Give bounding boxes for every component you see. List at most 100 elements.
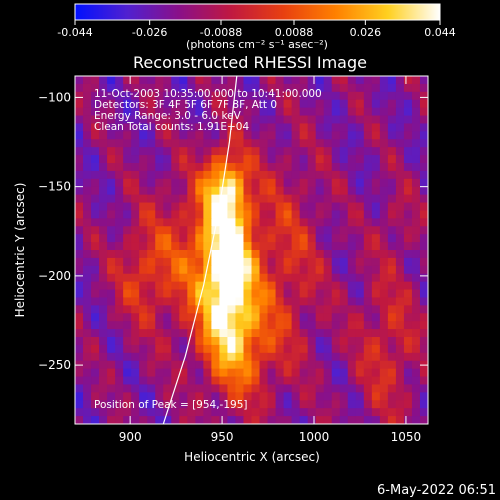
heatmap-cell	[243, 202, 253, 212]
heatmap-cell	[419, 416, 428, 424]
heatmap-cell	[139, 123, 148, 132]
heatmap-cell	[259, 170, 269, 180]
heatmap-cell	[371, 186, 381, 196]
heatmap-cell	[411, 368, 421, 378]
heatmap-cell	[411, 313, 421, 322]
heatmap-cell	[323, 305, 333, 314]
heatmap-cell	[147, 297, 156, 306]
heatmap-cell	[107, 99, 116, 109]
heatmap-cell	[83, 416, 92, 424]
heatmap-cell	[163, 91, 172, 101]
heatmap-cell	[307, 99, 317, 109]
heatmap-cell	[419, 226, 428, 235]
heatmap-cell	[131, 234, 140, 243]
heatmap-cell	[251, 384, 261, 393]
heatmap-cell	[339, 360, 349, 370]
heatmap-cell	[235, 297, 245, 306]
heatmap-cell	[419, 91, 428, 101]
heatmap-cell	[187, 202, 196, 212]
heatmap-cell	[411, 329, 421, 338]
heatmap-cell	[219, 360, 229, 370]
heatmap-cell	[419, 329, 428, 338]
heatmap-cell	[147, 147, 156, 156]
heatmap-cell	[91, 408, 100, 417]
time-range-annotation: 11-Oct-2003 10:35:00.000 to 10:41:00.000	[94, 88, 322, 100]
heatmap-cell	[371, 178, 381, 188]
heatmap-cell	[203, 392, 212, 401]
heatmap-cell	[387, 202, 397, 212]
heatmap-cell	[259, 400, 269, 409]
heatmap-cell	[379, 337, 389, 346]
heatmap-cell	[211, 202, 221, 212]
heatmap-cell	[187, 257, 196, 267]
heatmap-cell	[91, 115, 100, 125]
heatmap-cell	[99, 107, 108, 117]
heatmap-cell	[147, 281, 156, 291]
heatmap-cell	[395, 91, 405, 101]
heatmap-cell	[363, 352, 373, 362]
heatmap-cell	[115, 408, 124, 417]
heatmap-cell	[99, 234, 108, 243]
colorbar-tick-label: -0.026	[132, 26, 167, 39]
heatmap-cell	[339, 273, 349, 283]
heatmap-cell	[355, 218, 365, 227]
heatmap-cell	[259, 352, 269, 362]
heatmap-cell	[163, 273, 172, 283]
heatmap-cell	[227, 337, 237, 346]
heatmap-cell	[227, 360, 237, 370]
heatmap-cell	[163, 194, 172, 204]
heatmap-cell	[291, 139, 301, 148]
heatmap-cell	[291, 344, 301, 354]
heatmap-cell	[187, 234, 196, 243]
heatmap-cell	[131, 313, 140, 322]
heatmap-cell	[379, 91, 389, 101]
heatmap-cell	[307, 257, 317, 267]
heatmap-cell	[339, 83, 349, 93]
heatmap-cell	[83, 384, 92, 393]
heatmap-cell	[371, 226, 381, 235]
heatmap-cell	[323, 344, 333, 354]
heatmap-cell	[187, 131, 196, 140]
heatmap-cell	[195, 194, 204, 204]
heatmap-cell	[339, 305, 349, 314]
heatmap-cell	[123, 91, 132, 101]
heatmap-cell	[243, 91, 253, 101]
heatmap-cell	[75, 242, 84, 251]
heatmap-cell	[155, 107, 164, 117]
heatmap-cell	[139, 329, 148, 338]
heatmap-cell	[315, 376, 325, 386]
heatmap-cell	[99, 178, 108, 188]
heatmap-cell	[371, 163, 381, 172]
heatmap-cell	[403, 281, 413, 291]
heatmap-cell	[331, 360, 341, 370]
heatmap-cell	[307, 139, 317, 148]
heatmap-cell	[331, 392, 341, 401]
heatmap-cell	[283, 123, 293, 132]
heatmap-cell	[107, 281, 116, 291]
heatmap-cell	[227, 91, 237, 101]
heatmap-cell	[131, 250, 140, 259]
heatmap-cell	[187, 194, 196, 204]
heatmap-cell	[139, 273, 148, 283]
heatmap-cell	[179, 178, 188, 188]
heatmap-cell	[235, 147, 245, 156]
heatmap-cell	[323, 400, 333, 409]
heatmap-cell	[315, 115, 325, 125]
heatmap-cell	[347, 194, 357, 204]
heatmap-cell	[403, 186, 413, 196]
heatmap-cell	[259, 337, 269, 346]
heatmap-cell	[131, 115, 140, 125]
heatmap-cell	[355, 139, 365, 148]
heatmap-cell	[323, 416, 333, 424]
heatmap-cell	[267, 99, 277, 109]
heatmap-cell	[275, 115, 285, 125]
heatmap-cell	[91, 344, 100, 354]
heatmap-cell	[363, 265, 373, 275]
heatmap-cell	[243, 360, 253, 370]
heatmap-cell	[163, 202, 172, 212]
heatmap-cell	[259, 147, 269, 156]
heatmap-cell	[147, 321, 156, 330]
heatmap-cell	[331, 210, 341, 219]
heatmap-cell	[187, 313, 196, 322]
heatmap-cell	[379, 344, 389, 354]
